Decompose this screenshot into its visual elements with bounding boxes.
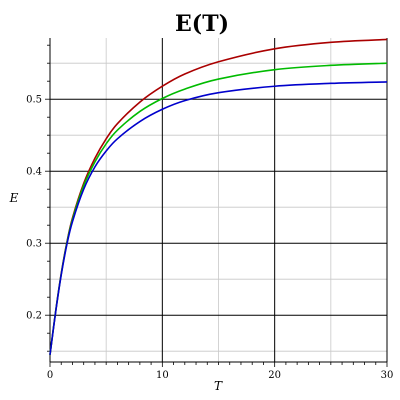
y-tick-label: 0.3	[26, 239, 42, 250]
tick-labels: 0 10 20 30 0.2 0.3 0.4 0.5	[26, 95, 393, 381]
series-line-3	[49, 81, 388, 355]
chart-title: E(T)	[175, 11, 229, 37]
series-lines	[49, 38, 388, 355]
x-axis-label: T	[214, 379, 223, 393]
x-tick-label: 30	[381, 370, 394, 381]
y-tick-label: 0.2	[26, 311, 42, 322]
y-axis-label: E	[9, 191, 19, 205]
x-tick-label: 20	[268, 370, 281, 381]
x-tick-label: 10	[156, 370, 169, 381]
y-tick-label: 0.5	[26, 95, 42, 106]
y-tick-label: 0.4	[26, 167, 42, 178]
x-tick-label: 0	[47, 370, 53, 381]
axes	[45, 38, 388, 367]
grid-lines	[50, 38, 388, 362]
